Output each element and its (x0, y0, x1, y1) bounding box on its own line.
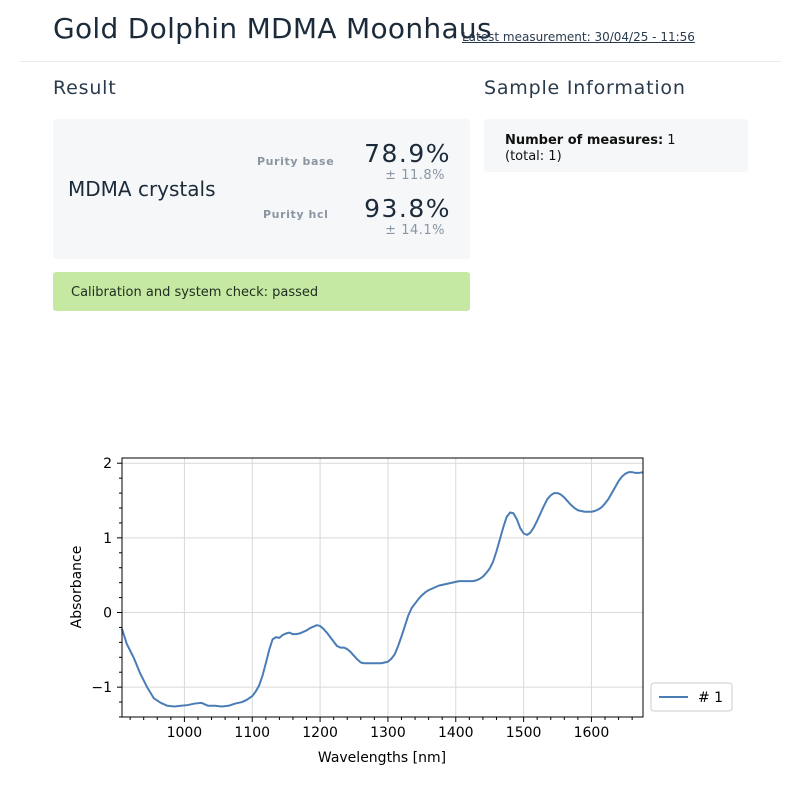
chart-grid (122, 458, 643, 717)
purity-base-deviation: ± 11.8% (385, 168, 445, 183)
x-tick-label: 1300 (370, 725, 406, 741)
x-axis-ticks: 1000 1100 1200 1300 1400 1500 1600 (129, 717, 633, 741)
x-tick-label: 1500 (506, 725, 542, 741)
sample-information-card: Number of measures: 1 (total: 1) (484, 119, 748, 172)
x-tick-label: 1000 (167, 725, 203, 741)
plot-area-frame (121, 457, 644, 718)
x-tick-label: 1200 (302, 725, 338, 741)
purity-hcl-label: Purity hcl (263, 208, 329, 221)
sample-information-section-title: Sample Information (484, 77, 686, 99)
legend-label: # 1 (698, 690, 723, 706)
y-tick-label: −1 (91, 680, 112, 696)
result-card: MDMA crystals Purity base 78.9% ± 11.8% … (53, 119, 470, 259)
result-section-title: Result (53, 77, 117, 99)
legend-box (650, 682, 733, 712)
purity-hcl-value: 93.8% (364, 194, 451, 223)
y-axis-label: Absorbance (69, 546, 85, 629)
absorbance-chart: 1000 1100 1200 1300 1400 1500 1600 −1 0 1 2 Wavel… (69, 456, 733, 766)
y-tick-label: 1 (103, 531, 112, 547)
series-line (121, 471, 644, 708)
x-tick-label: 1600 (574, 725, 610, 741)
sample-name: MDMA crystals (68, 177, 216, 201)
page-title: Gold Dolphin MDMA Moonhaus (53, 12, 492, 45)
page-header: Gold Dolphin MDMA Moonhaus Latest measur… (53, 12, 773, 52)
x-axis-label: Wavelengths [nm] (318, 750, 446, 766)
y-tick-label: 0 (103, 606, 112, 622)
y-axis-ticks: −1 0 1 2 (91, 456, 122, 718)
chart-series (121, 471, 644, 708)
purity-hcl-deviation: ± 14.1% (385, 223, 445, 238)
x-tick-label: 1400 (438, 725, 474, 741)
x-tick-label: 1100 (234, 725, 270, 741)
calibration-status-text: Calibration and system check: passed (71, 285, 319, 300)
calibration-status-banner: Calibration and system check: passed (53, 272, 470, 311)
y-tick-label: 2 (103, 456, 112, 472)
measures-value: 1 (667, 133, 676, 148)
measures-label: Number of measures: (505, 133, 664, 148)
measures-count: Number of measures: 1 (505, 133, 676, 148)
purity-base-value: 78.9% (364, 139, 451, 168)
measures-total: (total: 1) (505, 149, 562, 164)
header-divider (20, 61, 781, 62)
purity-base-label: Purity base (257, 155, 335, 168)
latest-measurement-link[interactable]: Latest measurement: 30/04/25 - 11:56 (462, 30, 695, 44)
chart-legend: # 1 (650, 682, 733, 712)
